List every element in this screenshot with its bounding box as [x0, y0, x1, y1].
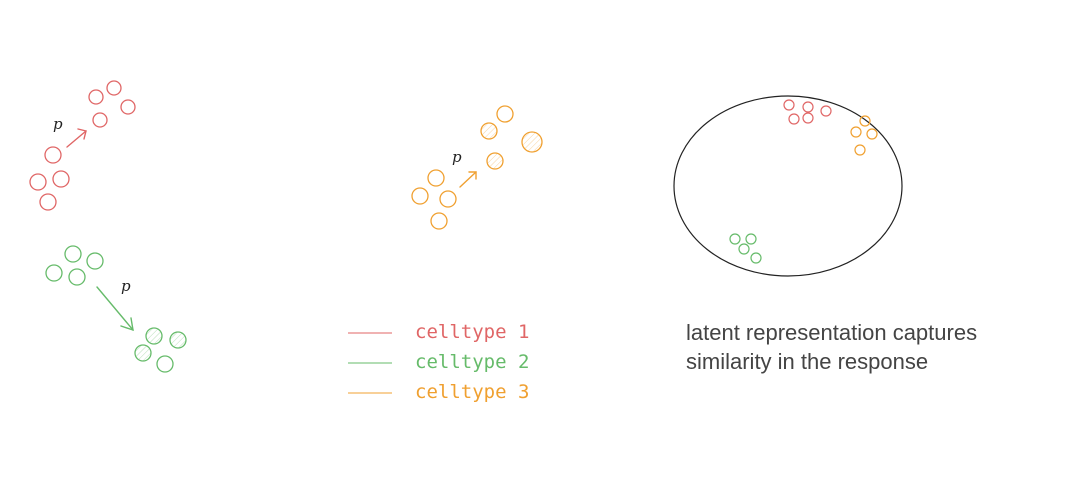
latent-cluster-celltype-3 — [850, 115, 878, 156]
caption-line-2: similarity in the response — [686, 349, 928, 374]
legend-label-celltype-2: celltype 2 — [415, 351, 529, 373]
cell-circle — [64, 245, 82, 263]
latent-space — [673, 95, 903, 277]
cell-circle — [411, 187, 429, 205]
cell-circle — [52, 170, 70, 188]
cell-circle — [427, 169, 445, 187]
celltype-3-after-cluster — [480, 105, 543, 170]
cell-circle — [134, 344, 152, 362]
latent-point — [802, 112, 814, 124]
cell-circle — [156, 355, 174, 373]
cell-circle — [68, 268, 86, 286]
perturbation-label-3: p — [452, 148, 462, 166]
perturbation-label-1: p — [53, 115, 63, 133]
cell-circle — [44, 146, 62, 164]
latent-point — [729, 233, 741, 245]
cell-circle — [521, 131, 543, 153]
legend-label-celltype-1: celltype 1 — [415, 321, 529, 343]
perturbation-arrow-1 — [66, 128, 87, 148]
latent-point — [750, 252, 762, 264]
latent-point — [745, 233, 757, 245]
celltype-1-after-cluster — [88, 80, 136, 128]
celltype-1-before-cluster — [29, 146, 70, 211]
celltype-2-after-cluster — [134, 327, 187, 373]
latent-point — [820, 105, 832, 117]
legend-label-celltype-3: celltype 3 — [415, 381, 529, 403]
cell-circle — [120, 99, 136, 115]
latent-space-boundary — [673, 95, 903, 277]
celltype-3-before-cluster — [411, 169, 457, 230]
latent-point — [850, 126, 862, 138]
cell-circle — [86, 252, 104, 270]
cell-circle — [39, 193, 57, 211]
cell-circle — [88, 89, 104, 105]
caption-line-1: latent representation captures — [686, 320, 977, 345]
perturbation-arrow-2 — [96, 286, 134, 332]
cell-circle — [430, 212, 448, 230]
perturbation-label-2: p — [121, 277, 131, 295]
latent-cluster-celltype-1 — [783, 99, 832, 125]
cell-circle — [45, 264, 63, 282]
latent-point — [788, 113, 800, 125]
perturbation-arrow-3 — [459, 171, 477, 188]
latent-point — [783, 99, 795, 111]
cell-circle — [106, 80, 122, 96]
cell-circle — [496, 105, 514, 123]
legend: celltype 1 celltype 2 celltype 3 — [348, 321, 529, 403]
latent-point — [866, 128, 878, 140]
caption: latent representation captures similarit… — [686, 320, 977, 374]
cell-circle — [169, 331, 187, 349]
latent-cluster-celltype-2 — [729, 233, 762, 264]
latent-point — [738, 243, 750, 255]
cell-circle — [29, 173, 47, 191]
latent-point — [802, 101, 814, 113]
celltype-2-before-cluster — [45, 245, 104, 286]
cell-circle — [439, 190, 457, 208]
cell-circle — [480, 122, 498, 140]
latent-point — [859, 115, 871, 127]
cell-circle — [92, 112, 108, 128]
latent-point — [854, 144, 866, 156]
cell-circle — [486, 152, 504, 170]
cell-circle — [145, 327, 163, 345]
